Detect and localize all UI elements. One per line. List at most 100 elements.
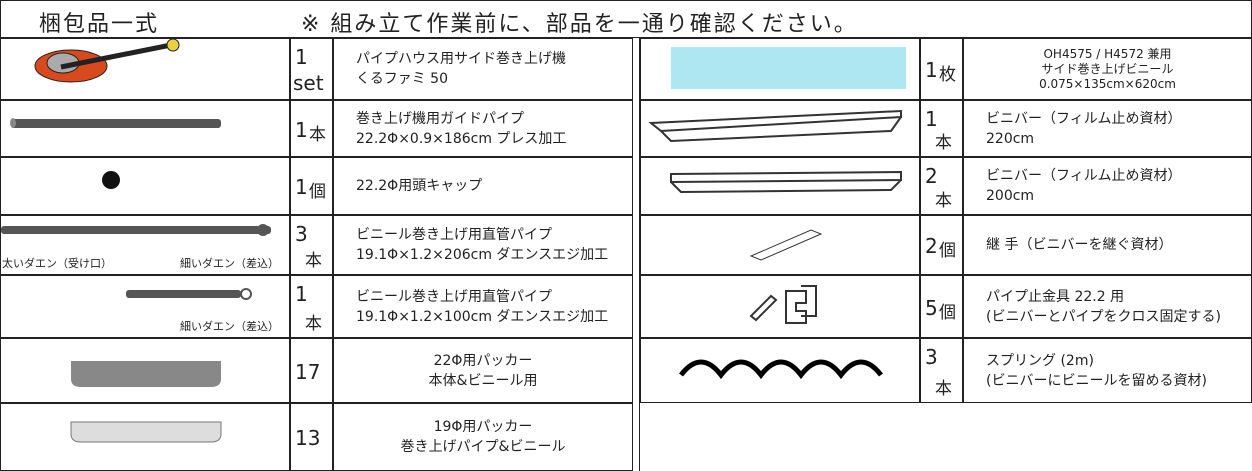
qty: 1 xyxy=(925,107,938,131)
item-desc: ビニール巻き上げ用直管パイプ 19.1Φ×1.2×206cm ダエンスエジ加工 xyxy=(333,215,633,275)
item-desc: 19Φ用パッカー巻き上げパイプ&ビニール xyxy=(333,403,633,471)
desc-line: 200cm xyxy=(986,188,1035,204)
item-image xyxy=(640,100,920,157)
desc-line: 19Φ用パッカー xyxy=(433,419,533,435)
item-image xyxy=(0,338,290,403)
item-image xyxy=(640,38,920,100)
item-image xyxy=(640,338,920,403)
item-qty: 17 xyxy=(290,338,333,403)
desc-line: OH4575 / H4572 兼用 xyxy=(1043,46,1172,61)
desc-line: 19.1Φ×1.2×100cm ダエンスエジ加工 xyxy=(356,308,609,325)
qty: 2 xyxy=(925,234,938,258)
item-desc: 22.2Φ用頭キャップ xyxy=(333,157,633,215)
icon xyxy=(1,224,271,236)
icon xyxy=(70,421,222,443)
desc-line: 巻き上げ機用ガイドパイプ xyxy=(356,110,524,127)
title: 梱包品一式 xyxy=(39,12,160,37)
item-desc: ビニバー（フィルム止め資材） 220cm xyxy=(963,100,1252,157)
desc-line: ビニール巻き上げ用直管パイプ xyxy=(356,288,552,305)
item-desc: パイプ止金具 22.2 用 (ビニバーとパイプをクロス固定する) xyxy=(963,275,1252,338)
item-image xyxy=(640,215,920,275)
desc-line: 22Φ用パッカー xyxy=(433,352,533,369)
image-label: 細いダエン（差込） xyxy=(180,257,279,270)
qty: 1 xyxy=(925,58,938,82)
icon xyxy=(679,359,883,380)
desc-line: 22.2Φ×0.9×186cm プレス加工 xyxy=(356,130,567,147)
item-image xyxy=(0,157,290,215)
item-desc: 22Φ用パッカー 本体&ビニール用 xyxy=(333,338,633,403)
desc-line: 220cm xyxy=(986,130,1035,147)
unit: 本 xyxy=(935,379,952,399)
qty: 5 xyxy=(925,295,938,320)
icon xyxy=(671,47,906,89)
icon xyxy=(670,170,902,194)
divider xyxy=(632,38,640,471)
item-desc: OH4575 / H4572 兼用 サイド巻き上げビニール 0.075×135cm×… xyxy=(963,38,1252,100)
item-image xyxy=(0,403,290,471)
unit: 個 xyxy=(309,182,326,202)
item-desc: パイプハウス用サイド巻き上げ機 くるファミ 50 xyxy=(333,38,633,100)
desc-line: スプリング (2m) xyxy=(986,352,1094,369)
desc-line: パイプハウス用サイド巻き上げ機 xyxy=(356,51,566,67)
qty: 1 xyxy=(295,117,308,142)
item-image xyxy=(0,100,290,157)
desc-line: ビニバー（フィルム止め資材） xyxy=(986,168,1182,184)
item-desc: スプリング (2m) (ビニバーにビニールを留める資材) xyxy=(963,338,1252,403)
image-label: 細いダエン（差込） xyxy=(180,320,279,333)
item-image xyxy=(640,275,920,338)
qty: 3 xyxy=(925,345,938,369)
header: 梱包品一式 ※ 組み立て作業前に、部品を一通り確認ください。 xyxy=(0,0,1252,38)
desc-line: ビニバー（フィルム止め資材） xyxy=(986,110,1182,127)
qty: 2 xyxy=(925,164,938,188)
item-image xyxy=(0,38,290,100)
unit: 枚 xyxy=(939,65,956,85)
qty: 1 xyxy=(295,175,308,199)
item-desc: 巻き上げ機用ガイドパイプ 22.2Φ×0.9×186cm プレス加工 xyxy=(333,100,633,157)
unit: 本 xyxy=(305,251,322,271)
unit: 個 xyxy=(939,302,956,323)
desc-line: (ビニバーにビニールを留める資材) xyxy=(986,372,1207,389)
item-desc: 継 手（ビニバーを継ぐ資材） xyxy=(963,215,1252,275)
qty: 17 xyxy=(295,359,321,384)
item-image xyxy=(640,157,920,215)
qty: 3 xyxy=(295,222,308,246)
icon xyxy=(749,229,823,261)
item-desc: ビニバー（フィルム止め資材） 200cm xyxy=(963,157,1252,215)
desc-line: 本体&ビニール用 xyxy=(428,372,538,389)
desc-line: 22.2Φ用頭キャップ xyxy=(356,178,483,194)
qty: 1 xyxy=(295,45,308,69)
icon xyxy=(749,285,817,324)
desc-line: 0.075×135cm×620cm xyxy=(1039,76,1176,91)
desc-line: (ビニバーとパイプをクロス固定する) xyxy=(986,308,1221,325)
desc-line: くるファミ 50 xyxy=(356,71,448,87)
icon xyxy=(71,361,221,387)
qty: 1 xyxy=(295,282,308,306)
unit: 本 xyxy=(309,124,326,145)
unit: 本 xyxy=(935,191,952,211)
unit: 本 xyxy=(305,314,322,334)
icon xyxy=(648,109,902,143)
desc-line: 19.1Φ×1.2×206cm ダエンスエジ加工 xyxy=(356,247,609,263)
desc-line: ビニール巻き上げ用直管パイプ xyxy=(356,227,552,243)
note: ※ 組み立て作業前に、部品を一通り確認ください。 xyxy=(301,12,858,37)
image-label: 太いダエン（受け口） xyxy=(2,257,112,270)
desc-line: パイプ止金具 22.2 用 xyxy=(986,288,1125,305)
unit: 個 xyxy=(939,241,956,261)
item-image xyxy=(0,275,290,338)
item-desc: ビニール巻き上げ用直管パイプ 19.1Φ×1.2×100cm ダエンスエジ加工 xyxy=(333,275,633,338)
desc-line: 巻き上げパイプ&ビニール xyxy=(400,439,566,455)
unit: set xyxy=(293,71,324,95)
icon xyxy=(102,171,120,189)
qty: 13 xyxy=(295,426,321,450)
icon xyxy=(10,118,221,128)
